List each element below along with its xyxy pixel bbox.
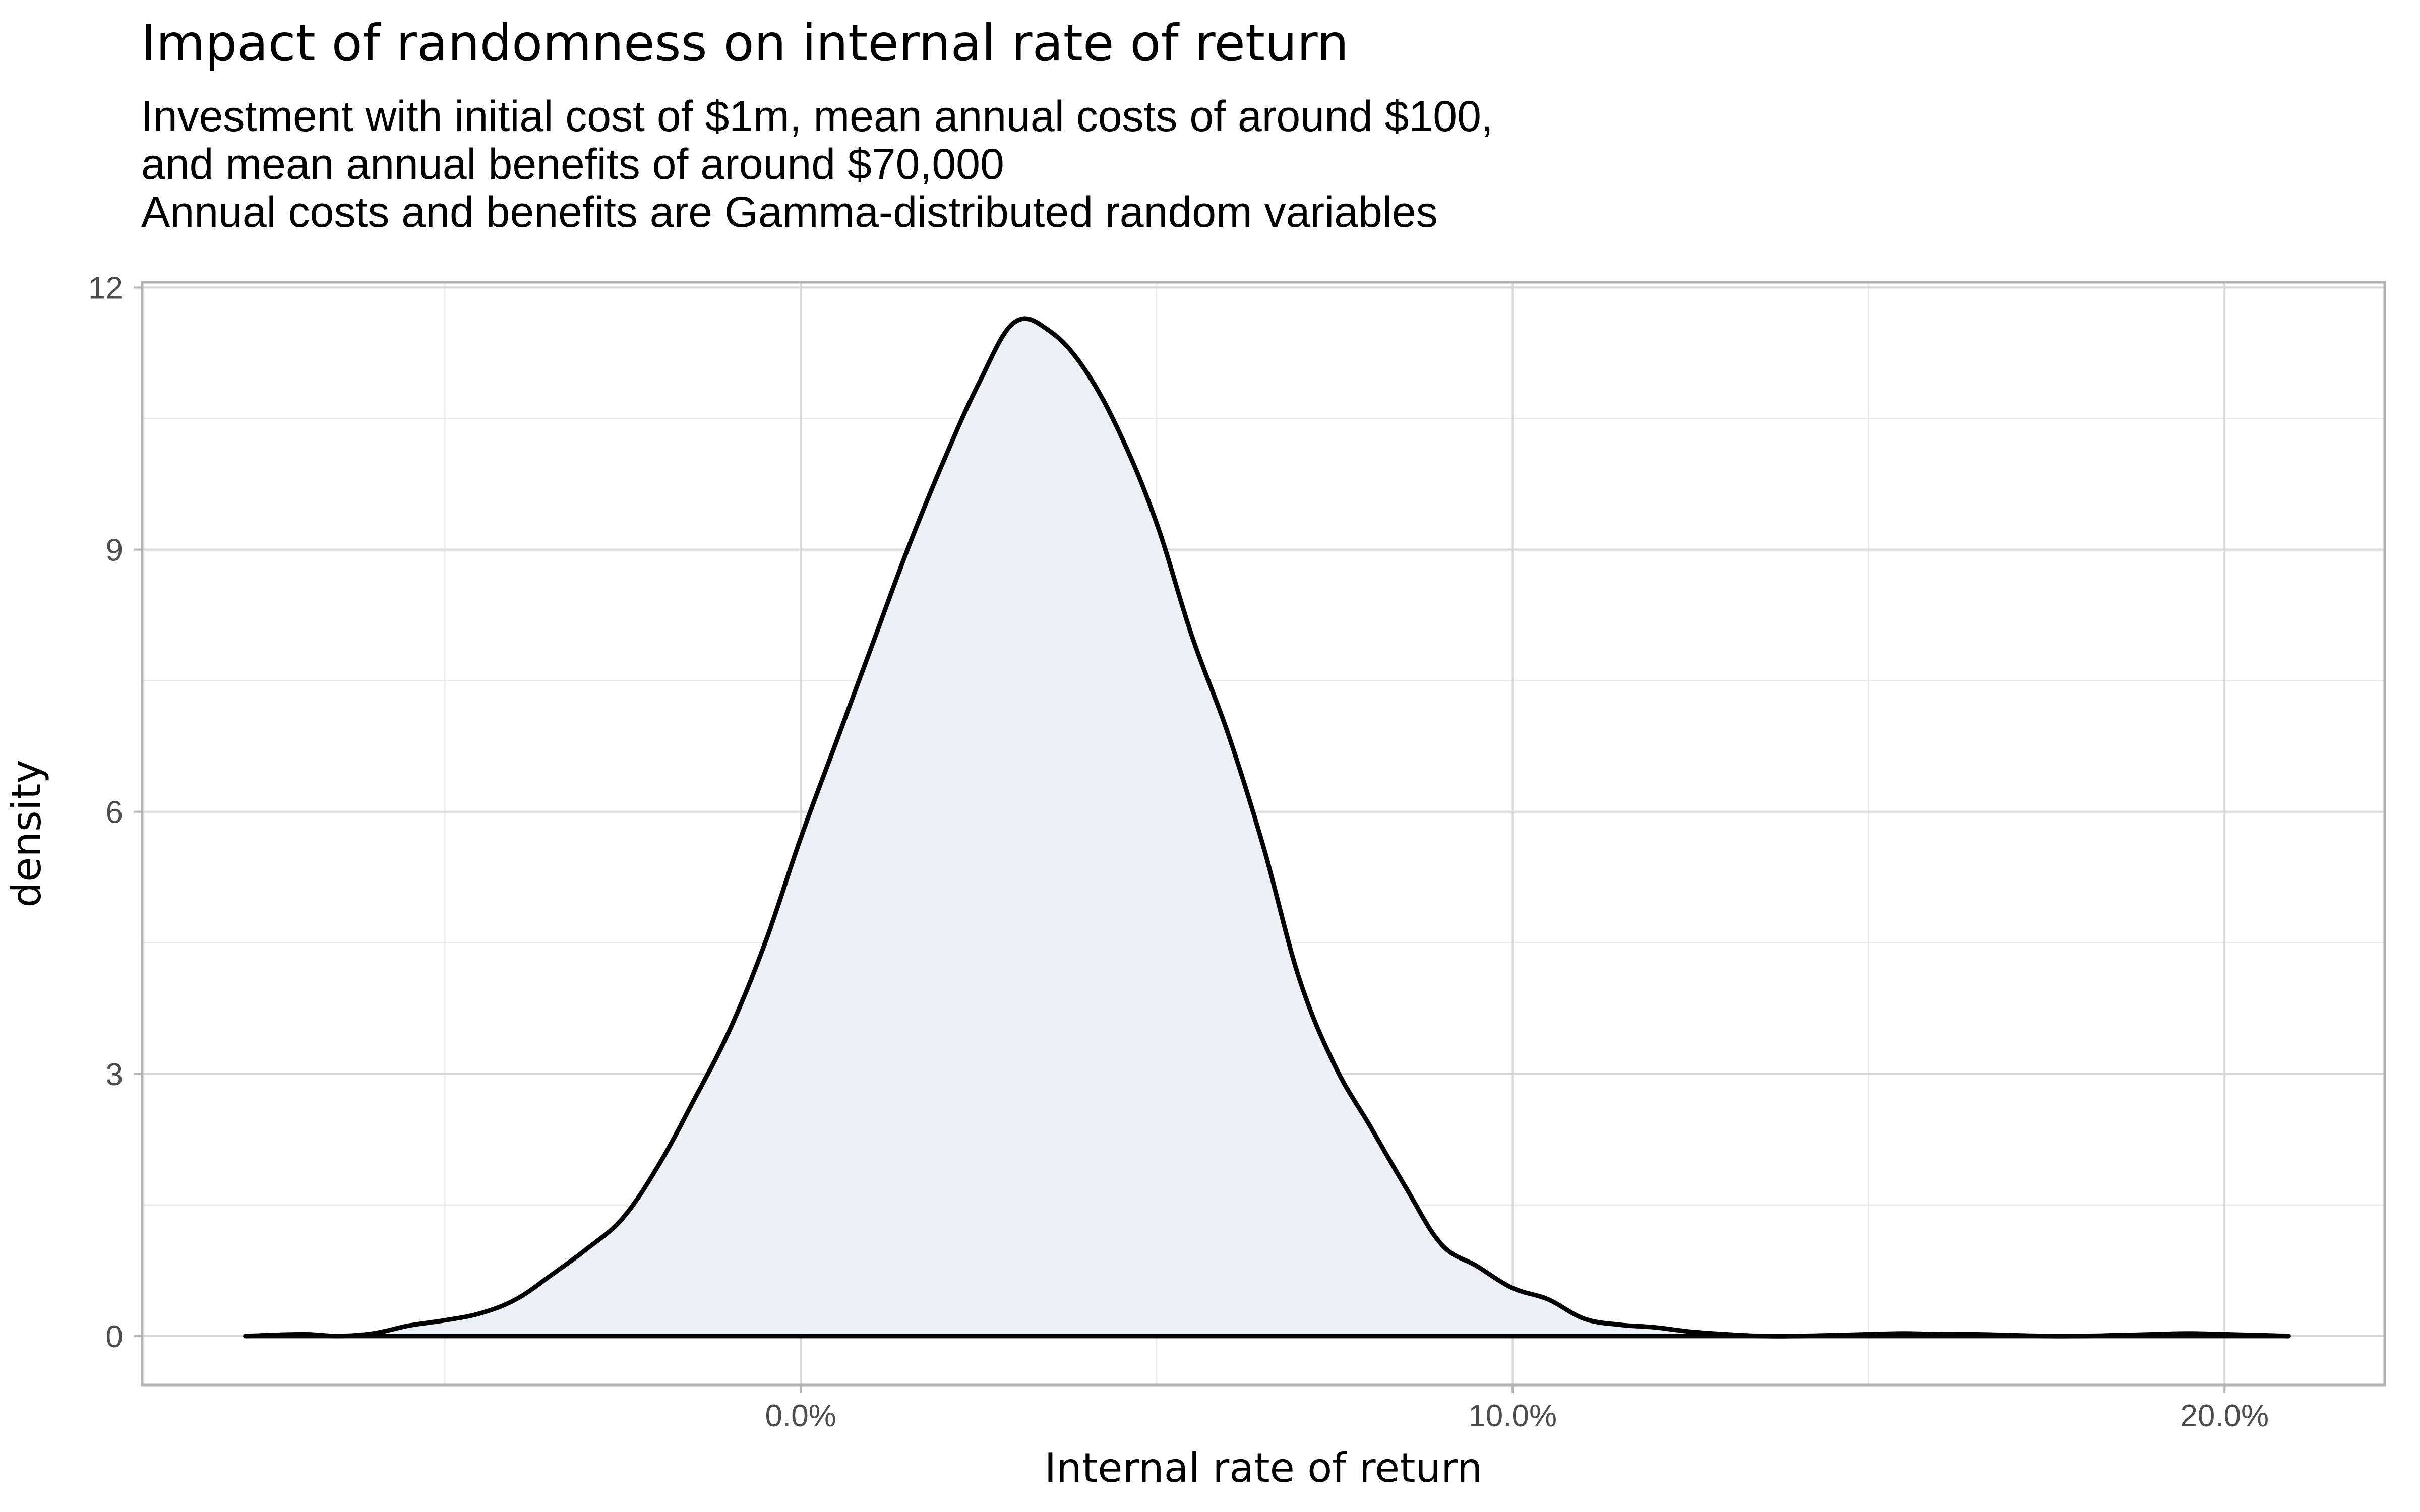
x-tick-label: 0.0% [765, 1399, 836, 1433]
y-axis-ticks: 0 3 6 9 12 [88, 271, 142, 1354]
y-tick-label: 6 [106, 795, 123, 830]
chart-subtitle-line-3: Annual costs and benefits are Gamma-dist… [141, 188, 1438, 236]
density-series [243, 316, 2291, 1339]
y-tick-label: 9 [106, 533, 123, 568]
x-tick-label: 20.0% [2180, 1399, 2269, 1433]
x-axis-title: Internal rate of return [1045, 1444, 1483, 1491]
chart-subtitle-line-1: Investment with initial cost of $1m, mea… [141, 92, 1493, 141]
y-tick-label: 12 [88, 271, 123, 305]
plot-panel-border [141, 281, 2386, 1387]
x-axis-ticks: 0.0% 10.0% 20.0% [765, 1385, 2269, 1433]
chart-subtitle-line-2: and mean annual benefits of around $70,0… [141, 140, 1004, 188]
x-tick-label: 10.0% [1468, 1399, 1557, 1433]
y-axis-title: density [3, 760, 50, 907]
chart-title: Impact of randomness on internal rate of… [141, 14, 1349, 73]
density-area [245, 318, 2289, 1337]
y-tick-label: 0 [106, 1319, 123, 1354]
y-tick-label: 3 [106, 1057, 123, 1092]
density-line [243, 316, 2291, 1339]
